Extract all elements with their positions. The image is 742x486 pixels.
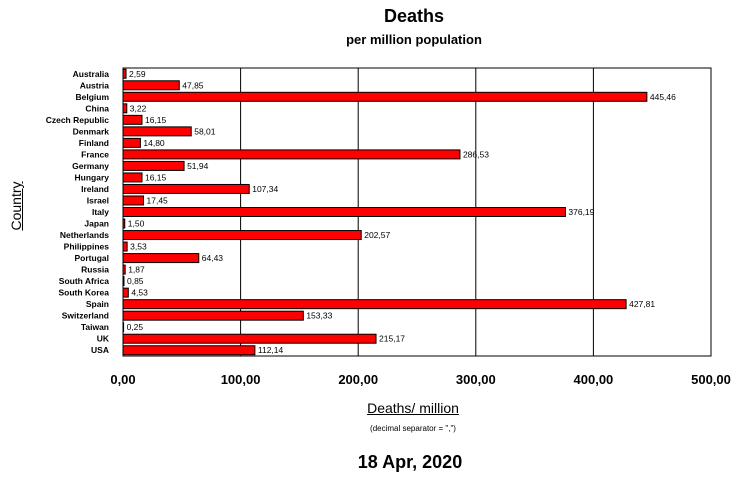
category-label: Israel [87, 195, 109, 205]
category-label: Hungary [75, 172, 110, 182]
x-tick-label: 200,00 [338, 372, 378, 387]
category-label: Japan [84, 219, 109, 229]
x-tick-label: 500,00 [691, 372, 731, 387]
value-label: 427,81 [629, 299, 655, 309]
bar [122, 207, 566, 217]
value-label: 1,50 [128, 219, 145, 229]
category-label: Italy [92, 207, 109, 217]
chart-title: Deaths [383, 6, 445, 26]
x-axis-label: Deaths/ million [367, 400, 459, 416]
value-label: 286,53 [463, 149, 489, 159]
category-label: Germany [72, 161, 109, 171]
category-label: Denmark [73, 126, 110, 136]
value-label: 107,34 [252, 184, 278, 194]
value-label: 64,43 [202, 253, 224, 263]
value-label: 14,80 [143, 138, 165, 148]
value-label: 202,57 [364, 230, 390, 240]
x-tick-label: 400,00 [574, 372, 614, 387]
chart-subtitle: per million population [346, 32, 482, 47]
value-label: 51,94 [187, 161, 209, 171]
category-label: Czech Republic [46, 115, 110, 125]
value-label: 0,85 [127, 276, 144, 286]
bar [122, 230, 362, 241]
bar [122, 149, 461, 160]
value-label: 4,53 [131, 288, 148, 298]
bar [122, 253, 200, 264]
value-label: 2,59 [129, 69, 146, 79]
category-label: Philippines [64, 242, 110, 252]
category-label: South Korea [58, 288, 109, 298]
category-label: France [81, 149, 109, 159]
value-label: 3,22 [130, 103, 147, 113]
bar [122, 103, 128, 114]
bar [122, 126, 192, 137]
bar [122, 333, 377, 344]
bar [122, 287, 129, 298]
category-label: Ireland [81, 184, 109, 194]
decimal-separator-note: (decimal separator = ",") [370, 424, 456, 433]
bar [122, 160, 185, 171]
category-label: Finland [79, 138, 109, 148]
category-label: Switzerland [62, 311, 109, 321]
category-label: China [85, 103, 109, 113]
chart-date: 18 Apr, 2020 [357, 452, 463, 472]
category-label: Russia [81, 265, 109, 275]
bar [122, 172, 143, 183]
value-label: 16,15 [145, 115, 167, 125]
value-label: 47,85 [182, 80, 204, 90]
category-label: Portugal [75, 253, 109, 263]
category-label: Belgium [75, 92, 109, 102]
value-label: 112,14 [258, 345, 284, 355]
bar [122, 80, 180, 91]
category-label: Taiwan [81, 322, 109, 332]
value-label: 153,33 [306, 311, 332, 321]
value-label: 17,45 [147, 195, 169, 205]
bar [122, 310, 304, 321]
value-label: 1,87 [128, 265, 145, 275]
bar [122, 241, 128, 252]
bar [122, 91, 648, 102]
category-label: UK [97, 334, 110, 344]
bar [122, 137, 141, 148]
bar [122, 114, 143, 125]
value-label: 3,53 [130, 242, 147, 252]
category-label: Austria [80, 80, 110, 90]
value-label: 445,46 [650, 92, 676, 102]
category-label: USA [91, 345, 109, 355]
category-label: Spain [86, 299, 109, 309]
value-label: 215,17 [379, 334, 405, 344]
category-label: South Africa [59, 276, 109, 286]
bar [122, 345, 256, 356]
x-tick-label: 0,00 [110, 372, 135, 387]
bar [122, 183, 250, 194]
value-label: 58,01 [194, 126, 216, 136]
value-label: 0,25 [127, 322, 144, 332]
value-label: 376,19 [568, 207, 594, 217]
bar [122, 299, 627, 310]
x-tick-label: 100,00 [221, 372, 261, 387]
category-label: Australia [73, 69, 110, 79]
category-label: Netherlands [60, 230, 109, 240]
value-label: 16,15 [145, 172, 167, 182]
bar [122, 195, 145, 206]
x-tick-label: 300,00 [456, 372, 496, 387]
